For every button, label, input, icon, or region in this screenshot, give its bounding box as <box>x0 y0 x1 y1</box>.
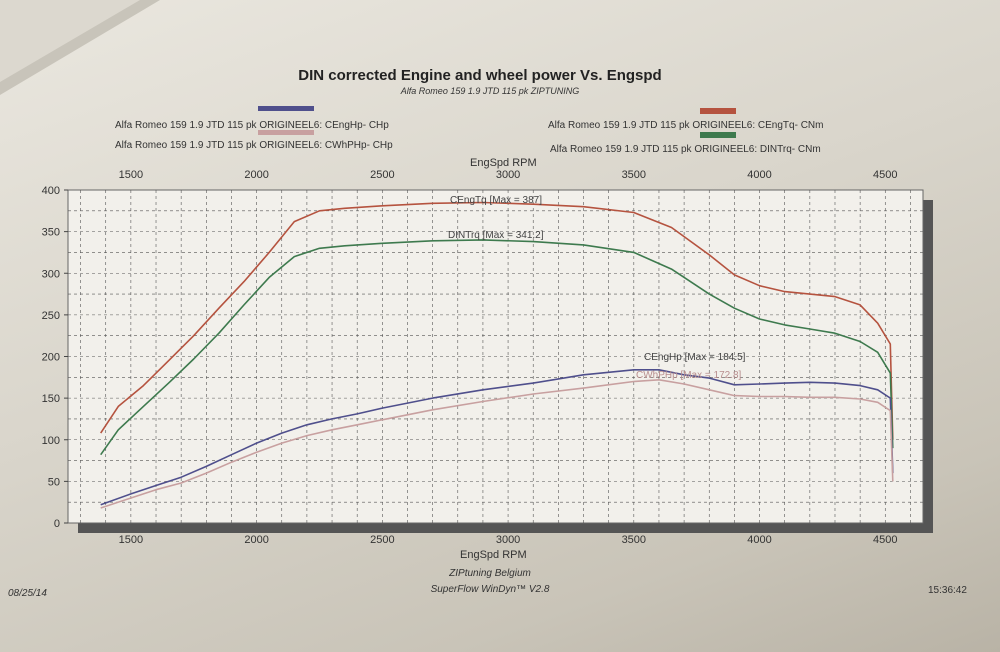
x-tick-label: 2000 <box>244 534 268 546</box>
footer-company: ZIPtuning Belgium <box>448 568 531 579</box>
x-top-tick-label: 3500 <box>622 169 646 181</box>
y-tick-label: 350 <box>42 227 60 239</box>
x-top-tick-label: 3000 <box>496 169 520 181</box>
legend-label-ceng-hp: Alfa Romeo 159 1.9 JTD 115 pk ORIGINEEL6… <box>115 120 389 131</box>
grid <box>68 190 923 523</box>
y-tick-label: 100 <box>42 435 60 447</box>
x-top-tick-label: 4500 <box>873 169 897 181</box>
annotation-cwh-php-max: CWhPHp [Max = 172.8] <box>636 370 742 381</box>
x-tick-label: 2500 <box>370 534 394 546</box>
y-tick-label: 0 <box>54 518 60 530</box>
series-din-trq <box>100 239 894 456</box>
legend-label-cwh-php: Alfa Romeo 159 1.9 JTD 115 pk ORIGINEEL6… <box>115 140 393 151</box>
y-tick-label: 50 <box>48 476 60 488</box>
chart-subtitle: Alfa Romeo 159 1.9 JTD 115 pk ZIPTUNING <box>400 86 579 96</box>
legend: Alfa Romeo 159 1.9 JTD 115 pk ORIGINEEL6… <box>115 106 823 155</box>
annotation-ceng-hp-max: CEngHp [Max = 184.5] <box>644 352 746 363</box>
x-tick-label: 1500 <box>119 534 143 546</box>
legend-swatch-cwh-php <box>258 130 314 135</box>
series-lines <box>100 201 894 509</box>
footer-time: 15:36:42 <box>928 585 967 596</box>
footer-date: 08/25/14 <box>8 588 47 599</box>
x-top-tick-label: 4000 <box>747 169 771 181</box>
annotation-din-trq-max: DINTrq [Max = 341.2] <box>448 230 544 241</box>
legend-label-din-tq: Alfa Romeo 159 1.9 JTD 115 pk ORIGINEEL6… <box>550 144 821 155</box>
legend-swatch-ceng-tq <box>700 108 736 114</box>
annotation-ceng-tq-max: CEngTq [Max = 387] <box>450 195 542 206</box>
y-tick-label: 150 <box>42 393 60 405</box>
y-tick-label: 200 <box>42 352 60 364</box>
series-cwh-php <box>100 378 894 509</box>
axis-ticks: 1500150020002000250025003000300035003500… <box>42 169 898 546</box>
y-tick-label: 300 <box>42 268 60 280</box>
x-tick-label: 4500 <box>873 534 897 546</box>
y-tick-label: 250 <box>42 310 60 322</box>
x-top-tick-label: 2500 <box>370 169 394 181</box>
x-tick-label: 4000 <box>747 534 771 546</box>
series-ceng-tq <box>100 201 894 440</box>
footer-software: SuperFlow WinDyn™ V2.8 <box>431 584 550 595</box>
series-ceng-hp <box>100 368 894 506</box>
x-top-tick-label: 2000 <box>244 169 268 181</box>
chart-title: DIN corrected Engine and wheel power Vs.… <box>298 67 661 84</box>
x-tick-label: 3000 <box>496 534 520 546</box>
legend-swatch-ceng-hp <box>258 106 314 111</box>
top-axis-label: EngSpd RPM <box>470 157 537 169</box>
y-tick-label: 400 <box>42 185 60 197</box>
x-tick-label: 3500 <box>622 534 646 546</box>
x-top-tick-label: 1500 <box>119 169 143 181</box>
bottom-axis-label: EngSpd RPM <box>460 549 527 561</box>
legend-swatch-din-tq <box>700 132 736 138</box>
legend-label-ceng-tq: Alfa Romeo 159 1.9 JTD 115 pk ORIGINEEL6… <box>548 120 823 131</box>
